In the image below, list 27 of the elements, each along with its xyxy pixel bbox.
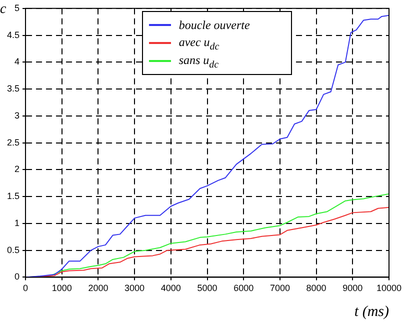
x-tick-label: 8000	[306, 283, 326, 294]
legend-label: sans u$_{dc}$	[178, 52, 219, 70]
y-tick-label: 0	[14, 272, 20, 282]
legend-label: avec u$_{dc}$	[178, 34, 220, 52]
x-tick-label: 7000	[270, 283, 290, 294]
legend-label: boucle ouverte	[178, 18, 250, 33]
x-tick-label: 0	[23, 283, 28, 294]
x-tick-label: 9000	[342, 283, 363, 294]
x-tick-label: 5000	[197, 283, 218, 294]
x-tick-label: 1000	[52, 283, 72, 294]
y-tick-label: 5	[14, 2, 20, 13]
y-axis-title: c	[0, 2, 6, 18]
y-tick-label: 0.5	[6, 244, 20, 255]
y-tick-label: 3	[14, 110, 20, 120]
y-tick-label: 4.5	[6, 30, 20, 40]
x-axis-title: t (ms)	[354, 304, 390, 320]
x-tick-label: 4000	[160, 283, 181, 294]
x-tick-label: 2000	[88, 283, 108, 294]
y-tick-label: 3.5	[6, 84, 20, 94]
y-tick-label: 1	[14, 218, 20, 228]
x-tick-label: 6000	[234, 283, 254, 294]
y-tick-label: 2	[14, 164, 20, 174]
y-tick-label: 2.5	[6, 137, 20, 148]
x-tick-label: 3000	[124, 283, 145, 294]
x-tick-label: 10000	[376, 283, 402, 294]
y-tick-label: 1.5	[6, 191, 20, 202]
y-tick-label: 4	[14, 56, 20, 67]
